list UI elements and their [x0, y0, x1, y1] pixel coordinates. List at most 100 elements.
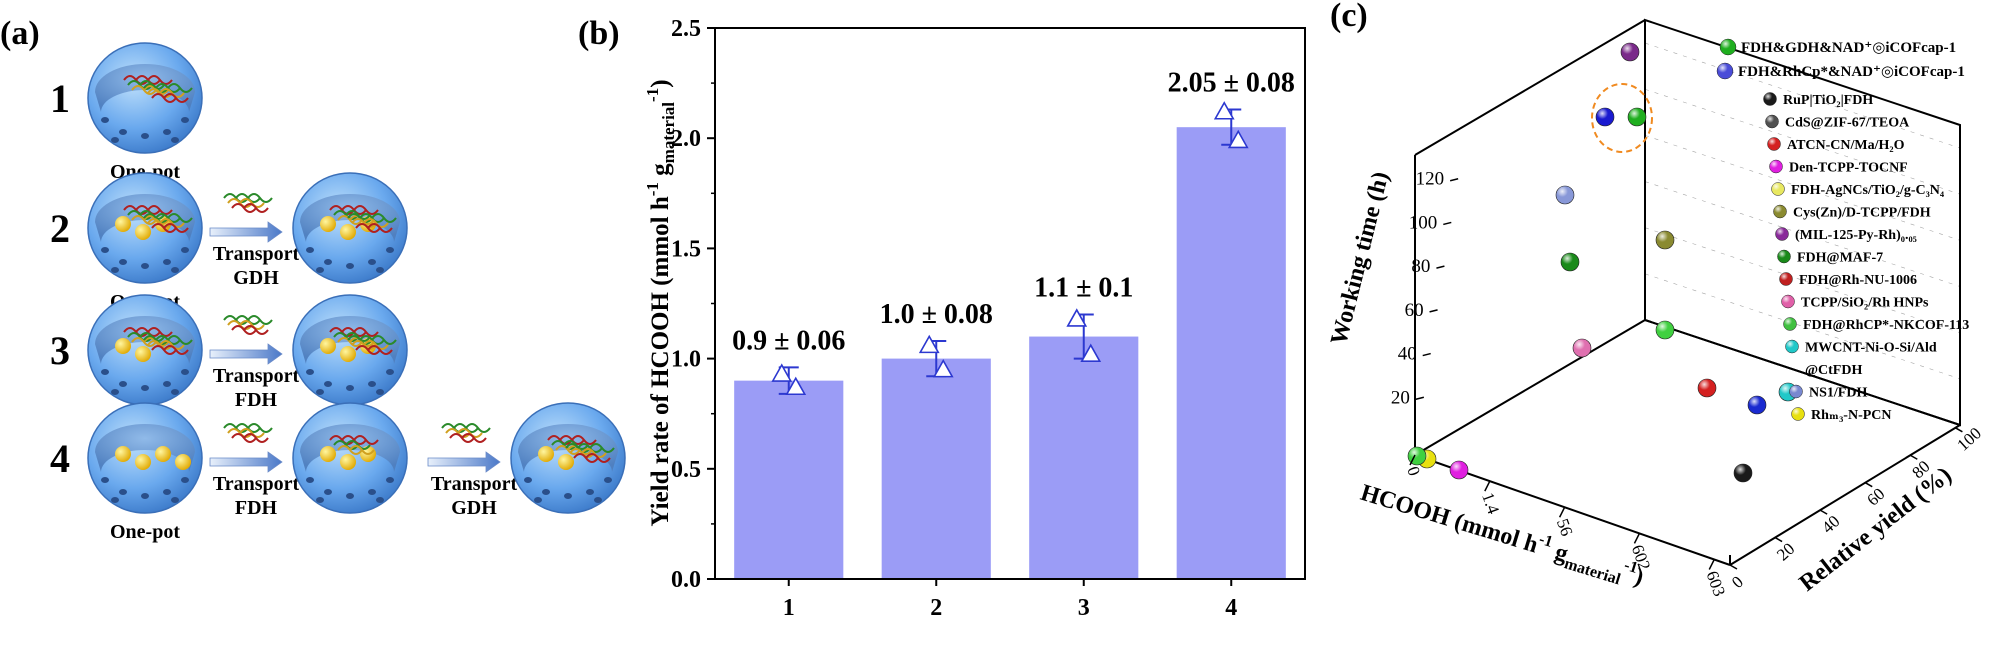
- panel-c: (c) FDH&GDH&NAD⁺◎iCOFcap-1 FDH&RhCp*&NAD⁺…: [1326, 0, 1985, 599]
- row-number: 1: [50, 76, 70, 121]
- scatter-point: [1560, 252, 1580, 272]
- enzyme-structure-icon: [565, 443, 615, 463]
- cofactor-particle: [115, 216, 131, 232]
- bar: [734, 380, 844, 579]
- legend-entry: NS1/FDH: [1789, 384, 1867, 401]
- capsule-initial: [87, 42, 203, 154]
- legend-label: FDH&RhCp*&NAD⁺◎iCOFcap-1: [1738, 64, 1965, 80]
- legend-label: Den-TCPP-TOCNF: [1789, 161, 1908, 176]
- legend-label: ATCN-CN/Ma/H₂O: [1787, 138, 1905, 153]
- scatter-y-axis-label: Relative yield (%): [1795, 462, 1957, 597]
- x-tick-label: 3: [1078, 595, 1090, 621]
- y-tick-label: 20: [1773, 539, 1798, 564]
- legend-entry: ATCN-CN/Ma/H₂O: [1767, 137, 1905, 153]
- scatter-x-axis-label: HCOOH (mmol h-1 gmaterial-1): [1356, 477, 1647, 595]
- legend-entry: RuP|TiO₂|FDH: [1763, 92, 1873, 108]
- data-point-marker: [918, 334, 940, 354]
- bar: [1029, 336, 1139, 579]
- legend-entry: @CtFDH: [1805, 363, 1862, 378]
- scatter-point: [1655, 320, 1675, 340]
- z-tick-label: 80: [1411, 256, 1430, 277]
- bar: [1176, 127, 1286, 580]
- cofactor-particle: [538, 446, 554, 462]
- panel-c-label: (c): [1330, 0, 1368, 34]
- scatter-point: [1697, 378, 1717, 398]
- legend-label: RuP|TiO₂|FDH: [1783, 93, 1873, 108]
- x-tick-label: 1: [783, 595, 795, 621]
- scatter-point: [1555, 185, 1575, 205]
- y-tick-label: 2.5: [671, 16, 701, 42]
- step-enzyme: FDH: [235, 497, 278, 519]
- legend-entry: FDH@MAF-7: [1777, 249, 1883, 266]
- enzyme-structure-icon: [143, 213, 193, 233]
- cofactor-particle: [340, 224, 356, 240]
- scatter-point: [1733, 463, 1753, 483]
- legend-label: @CtFDH: [1805, 363, 1862, 378]
- capsule-after-transport: [292, 172, 408, 284]
- transport-arrow-icon: [209, 423, 283, 473]
- legend-entry: MWCNT-Ni-O-Si/Ald: [1785, 339, 1937, 356]
- capsule-initial: [87, 402, 203, 514]
- x-tick-label: 0: [1403, 464, 1424, 478]
- scatter-point: [1449, 460, 1469, 480]
- y-tick-label: 1.0: [671, 347, 701, 373]
- row-caption: One-pot: [110, 521, 180, 543]
- legend-entry: FDH@Rh-NU-1006: [1779, 272, 1917, 288]
- highlight-circle: [1591, 83, 1653, 153]
- schematic-row: 2One-potTransportGDH: [50, 172, 408, 313]
- y-tick-label: 1.5: [671, 236, 701, 262]
- data-point-marker: [1227, 129, 1249, 149]
- row-number: 3: [50, 328, 70, 373]
- legend-label: CdS@ZIF-67/TEOA: [1785, 116, 1910, 131]
- cofactor-particle: [115, 446, 131, 462]
- capsule-after-transport: [292, 294, 408, 406]
- legend-entry: CdS@ZIF-67/TEOA: [1765, 114, 1910, 131]
- step-label: Transport: [431, 473, 518, 495]
- cofactor-particle: [135, 346, 151, 362]
- legend-label: (MIL-125-Py-Rh)₀.₀₅: [1795, 228, 1917, 243]
- legend-entry: Den-TCPP-TOCNF: [1769, 159, 1908, 176]
- legend-entry: Cys(Zn)/D-TCPP/FDH: [1773, 204, 1931, 221]
- step-label: Transport: [213, 365, 300, 387]
- enzyme-structure-icon: [347, 213, 397, 233]
- scatter-point: [1572, 338, 1592, 358]
- transport-arrow-icon: [427, 423, 501, 473]
- bar-value-label: 2.05 ± 0.08: [1168, 68, 1295, 99]
- cofactor-particle: [115, 338, 131, 354]
- legend-label: Rhₘ₃-N-PCN: [1811, 408, 1892, 423]
- legend-entry: FDH&GDH&NAD⁺◎iCOFcap-1: [1719, 38, 1956, 56]
- cofactor-particle: [155, 446, 171, 462]
- legend-label: FDH&GDH&NAD⁺◎iCOFcap-1: [1741, 40, 1956, 56]
- transport-arrow-icon: [209, 193, 283, 243]
- legend-entry: FDH-AgNCs/TiO₂/g-C₃N₄: [1771, 182, 1945, 198]
- capsule-initial: [87, 294, 203, 406]
- scatter-z-axis-label: Working time (h): [1326, 169, 1394, 347]
- enzyme-structure-icon: [441, 423, 491, 443]
- scatter-point: [1655, 230, 1675, 250]
- x-tick-label: 2: [930, 595, 942, 621]
- data-point-marker: [1213, 101, 1235, 120]
- cofactor-particle: [558, 454, 574, 470]
- x-tick-label: 1.4: [1478, 490, 1503, 517]
- step-enzyme: GDH: [451, 497, 497, 519]
- y-tick-label: 0: [1728, 572, 1747, 592]
- bar-chart-y-axis-label: Yield rate of HCOOH (mmol h-1 gmaterial-…: [643, 79, 678, 526]
- z-tick-label: 60: [1405, 300, 1424, 321]
- cofactor-particle: [175, 454, 191, 470]
- scatter-point: [1595, 107, 1615, 127]
- cofactor-particle: [340, 454, 356, 470]
- y-tick-label: 0.0: [671, 567, 701, 593]
- legend-label: FDH-AgNCs/TiO₂/g-C₃N₄: [1791, 183, 1945, 198]
- legend-entry: FDH&RhCp*&NAD⁺◎iCOFcap-1: [1716, 62, 1965, 80]
- legend-entry: Rhₘ₃-N-PCN: [1791, 407, 1892, 423]
- x-tick-label: 4: [1225, 595, 1237, 621]
- legend-entry: FDH@RhCP*-NKCOF-113: [1783, 317, 1969, 333]
- capsule-after-transport: [510, 402, 626, 514]
- enzyme-structure-icon: [223, 423, 273, 443]
- step-enzyme: GDH: [233, 267, 279, 289]
- step-label: Transport: [213, 243, 300, 265]
- row-number: 2: [50, 206, 70, 251]
